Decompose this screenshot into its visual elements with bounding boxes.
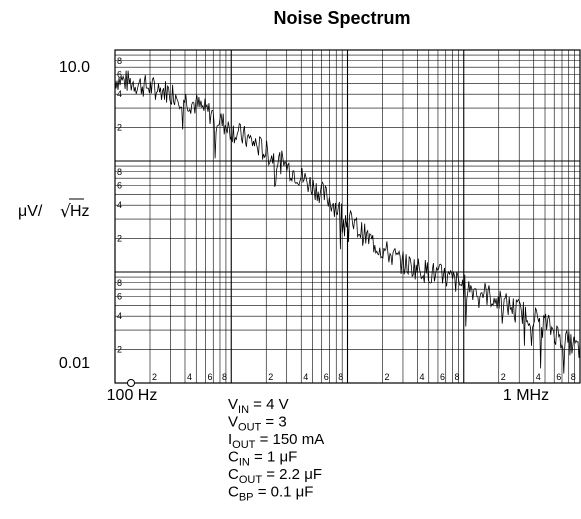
x-minor-tick-label: 8 bbox=[454, 372, 459, 382]
x-minor-tick-label: 4 bbox=[419, 372, 424, 382]
y-minor-tick-label: 4 bbox=[117, 89, 122, 99]
condition-line: CBP = 0.1 μF bbox=[228, 484, 313, 504]
y-tick-label-top: 10.0 bbox=[59, 59, 90, 76]
y-minor-tick-label: 6 bbox=[117, 181, 122, 191]
y-minor-tick-label: 6 bbox=[117, 292, 122, 302]
y-minor-tick-label: 6 bbox=[117, 70, 122, 80]
x-minor-tick-label: 2 bbox=[268, 372, 273, 382]
x-minor-tick-label: 2 bbox=[152, 372, 157, 382]
x-tick-label-right: 1 MHz bbox=[503, 387, 549, 404]
x-minor-tick-label: 8 bbox=[571, 372, 576, 382]
y-minor-tick-label: 8 bbox=[117, 278, 122, 288]
chart-title: Noise Spectrum bbox=[273, 8, 410, 28]
condition-line: CIN = 1 μF bbox=[228, 449, 297, 469]
x-minor-tick-label: 6 bbox=[207, 372, 212, 382]
y-axis-label-prefix: μV/ bbox=[18, 203, 43, 220]
x-tick-label-left: 100 Hz bbox=[107, 387, 158, 404]
x-minor-tick-label: 4 bbox=[187, 372, 192, 382]
x-minor-tick-label: 8 bbox=[222, 372, 227, 382]
x-minor-tick-label: 4 bbox=[536, 372, 541, 382]
x-minor-tick-label: 6 bbox=[440, 372, 445, 382]
condition-line: VIN = 4 V bbox=[228, 396, 289, 416]
y-tick-label-bottom: 0.01 bbox=[59, 355, 90, 372]
sqrt-symbol: √ bbox=[60, 202, 71, 222]
y-axis-label: μV/ √ Hz bbox=[18, 198, 90, 222]
plot-frame bbox=[114, 49, 581, 384]
series-noise-line bbox=[114, 70, 581, 374]
y-minor-tick-label: 2 bbox=[117, 123, 122, 133]
x-minor-tick-label: 2 bbox=[384, 372, 389, 382]
condition-line: IOUT = 150 mA bbox=[228, 431, 324, 451]
condition-line: COUT = 2.2 μF bbox=[228, 466, 322, 486]
y-minor-tick-label: 8 bbox=[117, 167, 122, 177]
y-minor-tick-label: 2 bbox=[117, 345, 122, 355]
x-minor-tick-label: 4 bbox=[303, 372, 308, 382]
x-minor-tick-label: 6 bbox=[556, 372, 561, 382]
x-minor-tick-label: 8 bbox=[338, 372, 343, 382]
y-minor-tick-label: 4 bbox=[117, 200, 122, 210]
y-minor-tick-label: 4 bbox=[117, 311, 122, 321]
x-minor-tick-label: 2 bbox=[501, 372, 506, 382]
origin-marker bbox=[127, 379, 135, 387]
x-minor-tick-label: 6 bbox=[324, 372, 329, 382]
y-minor-tick-label: 8 bbox=[117, 56, 122, 66]
y-minor-tick-label: 2 bbox=[117, 234, 122, 244]
condition-line: VOUT = 3 bbox=[228, 414, 287, 434]
y-axis-label-unit: Hz bbox=[70, 203, 90, 220]
